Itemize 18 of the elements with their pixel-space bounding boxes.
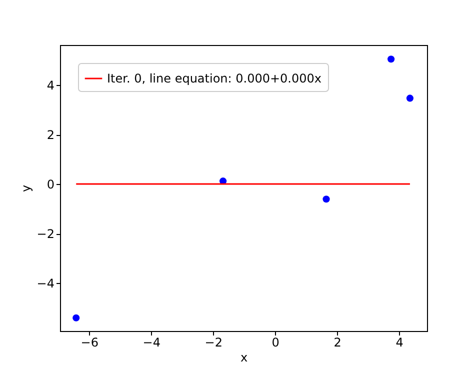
x-tick-label: 4 — [396, 336, 404, 350]
x-tick-label: −2 — [204, 336, 222, 350]
point — [322, 196, 330, 203]
y-tick-label: 4 — [46, 78, 54, 93]
y-axis-title: y — [18, 184, 33, 192]
x-tick-label: 0 — [272, 336, 280, 350]
y-tick-label: 0 — [46, 178, 54, 192]
point — [406, 94, 414, 102]
x-tick-label: −6 — [80, 336, 98, 350]
y-tick-label: −4 — [36, 276, 54, 291]
x-axis-title: x — [240, 350, 248, 364]
legend-label: Iter. 0, line equation: 0.000+0.000x — [107, 72, 322, 86]
x-tick-label: 2 — [334, 336, 342, 350]
y-tick-label: 2 — [46, 128, 54, 142]
point — [72, 314, 80, 322]
y-tick-label: −2 — [36, 227, 54, 242]
x-tick-label: −4 — [142, 336, 160, 350]
point — [388, 56, 395, 63]
